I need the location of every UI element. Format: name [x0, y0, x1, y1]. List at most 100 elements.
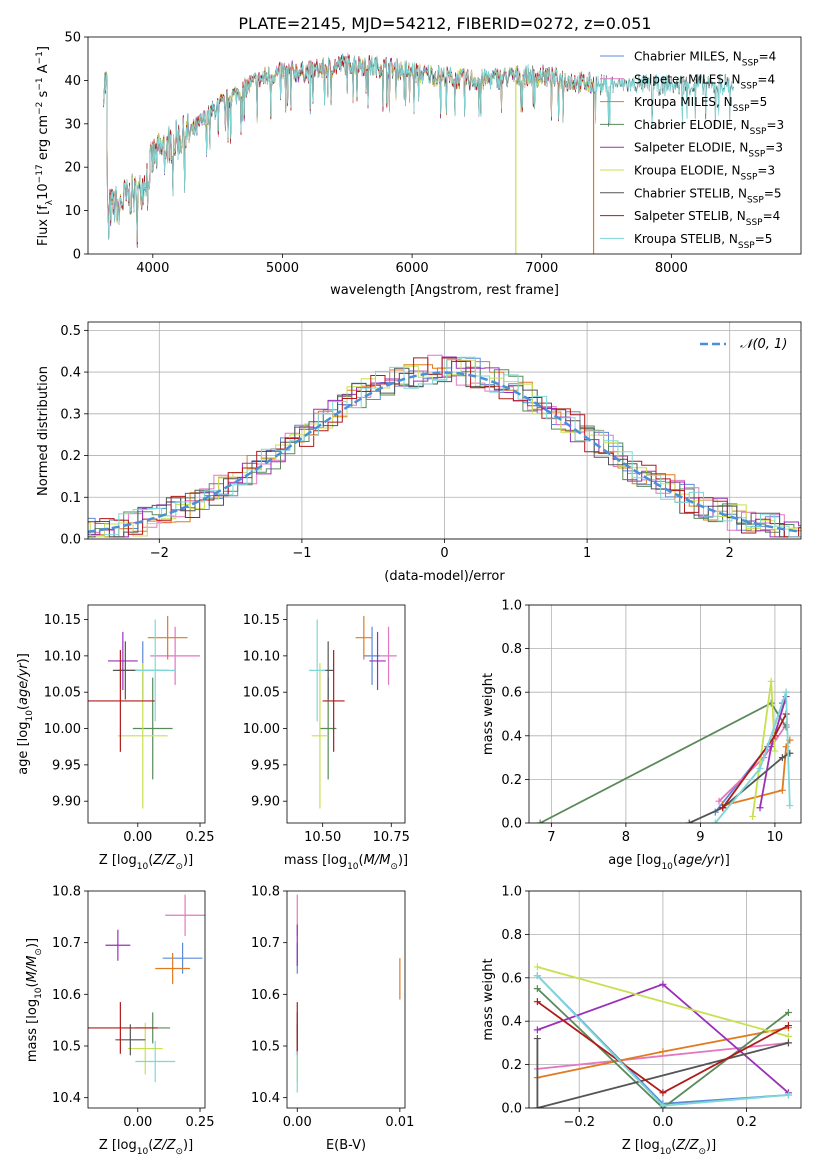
- y-tick-label: 0.5: [60, 324, 81, 339]
- mass-weight-marker-3: [533, 985, 541, 993]
- y-axis-label: Flux [fλ10−17 erg cm−2 s−1 A−1]: [35, 46, 55, 246]
- y-tick-label: 0.2: [501, 1058, 522, 1073]
- y-tick-label: 10.10: [243, 649, 280, 664]
- mass-weight-marker-8: [711, 819, 719, 823]
- y-tick-label: 0.4: [501, 729, 522, 744]
- y-tick-label: 10.8: [52, 885, 81, 900]
- x-tick-label: 0.00: [123, 830, 152, 845]
- x-axis-label: (data-model)/error: [384, 569, 505, 584]
- y-tick-label: 10.5: [251, 1040, 280, 1055]
- mass-weight-line-6: [688, 752, 791, 823]
- mass-weight-line-3: [539, 701, 787, 823]
- y-axis-label: mass weight: [481, 673, 496, 755]
- y-tick-label: 40: [64, 74, 81, 89]
- y-tick-label: 10.05: [44, 686, 81, 701]
- errorbars: [88, 894, 205, 1083]
- y-tick-label: 9.90: [251, 795, 280, 810]
- mass-weight-marker-7: [784, 1022, 792, 1030]
- mass-weight-marker-6: [685, 819, 693, 823]
- x-tick-label: 7000: [525, 261, 558, 276]
- x-tick-label: 0.00: [123, 1115, 152, 1130]
- mass-weight-marker-7: [771, 732, 779, 740]
- histograms: [88, 354, 801, 538]
- y-tick-label: 10.10: [44, 649, 81, 664]
- y-tick-label: 10: [64, 204, 81, 219]
- mass-weight-line-5: [537, 966, 789, 1038]
- mass-weight-marker-3: [784, 1009, 792, 1017]
- x-axis-label: age [log10(age/yr)]: [608, 853, 730, 872]
- y-axis-label: Normed distribution: [36, 366, 51, 496]
- y-tick-label: 10.7: [251, 936, 280, 951]
- y-tick-label: 9.90: [52, 795, 81, 810]
- axes-frame: [87, 36, 802, 255]
- y-tick-label: 9.95: [251, 758, 280, 773]
- spectrum-lines: [103, 52, 734, 254]
- x-axis-label: Z [log10(Z/Z⊙)]: [99, 853, 193, 872]
- mass-weight-line-6: [536, 1038, 789, 1108]
- legend-entry: Kroupa STELIB, NSSP=5: [634, 232, 772, 251]
- mass-weight-marker-8: [659, 1102, 667, 1108]
- mass-weight-marker-4: [533, 1026, 541, 1034]
- mass-weight-marker-5: [784, 1032, 792, 1040]
- x-tick-label: 5000: [266, 261, 299, 276]
- mass-weight-marker-5: [767, 677, 775, 685]
- x-tick-label: 0.25: [186, 1115, 215, 1130]
- histogram-6: [88, 361, 801, 538]
- mass-weight-marker-6: [533, 1035, 541, 1043]
- axes-frame: [87, 604, 206, 824]
- y-tick-label: 10.8: [251, 885, 280, 900]
- errorbars: [88, 615, 201, 809]
- y-tick-label: 10.15: [44, 613, 81, 628]
- y-axis-label: mass [log10(M/M⊙)]: [25, 938, 44, 1062]
- legend-entry: Kroupa ELODIE, NSSP=3: [634, 164, 775, 183]
- y-tick-label: 1.0: [501, 599, 522, 614]
- mass-weight-marker-2: [778, 786, 786, 794]
- y-tick-label: 0.6: [501, 686, 522, 701]
- y-tick-label: 10.5: [52, 1040, 81, 1055]
- mass-weight-marker-8: [786, 802, 794, 810]
- x-tick-label: 4000: [136, 261, 169, 276]
- axes-frame: [528, 890, 802, 1109]
- mass-weight-marker-6: [533, 1104, 541, 1108]
- y-tick-label: 10.4: [52, 1091, 81, 1106]
- x-tick-label: −2: [150, 546, 169, 561]
- x-axis-label: Z [log10(Z/Z⊙)]: [622, 1138, 716, 1157]
- mass-weight-marker-6: [784, 1039, 792, 1047]
- normal-curve: [88, 371, 801, 533]
- mass-weight-marker-7: [533, 998, 541, 1006]
- y-tick-label: 0.8: [501, 928, 522, 943]
- axes-frame: [87, 890, 206, 1109]
- mass-weight-marker-3: [536, 819, 544, 823]
- x-tick-label: 9: [696, 830, 704, 845]
- y-tick-label: 10.7: [52, 936, 81, 951]
- mass-weight-marker-4: [767, 743, 775, 751]
- y-tick-label: 0: [73, 248, 81, 263]
- legend-entry: Chabrier STELIB, NSSP=5: [634, 186, 782, 205]
- histogram-4: [88, 356, 801, 538]
- y-axis-label: mass weight: [481, 958, 496, 1040]
- y-tick-label: 20: [64, 161, 81, 176]
- legend-entry: Chabrier ELODIE, NSSP=3: [634, 118, 784, 137]
- histogram-8: [88, 356, 801, 538]
- y-tick-label: 0.0: [60, 533, 81, 548]
- mass-weight-marker-7: [659, 1089, 667, 1097]
- x-tick-label: 7: [547, 830, 555, 845]
- x-tick-label: −0.2: [563, 1115, 595, 1130]
- x-axis-label: mass [log10(M/M⊙)]: [284, 853, 408, 872]
- legend-entry: Salpeter STELIB, NSSP=4: [634, 209, 780, 228]
- spectrum-line-8: [103, 54, 734, 243]
- mass-weight-marker-1: [715, 797, 723, 805]
- y-tick-label: 0.4: [60, 366, 81, 381]
- y-tick-label: 1.0: [501, 885, 522, 900]
- y-axis-label: age [log10(age/yr)]: [16, 653, 35, 775]
- x-axis-label: wavelength [Angstrom, rest frame]: [330, 283, 559, 298]
- y-tick-label: 0.6: [501, 971, 522, 986]
- histogram-1: [88, 354, 801, 538]
- legend-entry: Salpeter ELODIE, NSSP=3: [634, 141, 783, 160]
- mass-weight-marker-4: [659, 980, 667, 988]
- errorbars: [308, 615, 397, 809]
- y-tick-label: 10.05: [243, 686, 280, 701]
- mass-weight-marker-5: [771, 747, 779, 755]
- x-axis-label: Z [log10(Z/Z⊙)]: [99, 1138, 193, 1157]
